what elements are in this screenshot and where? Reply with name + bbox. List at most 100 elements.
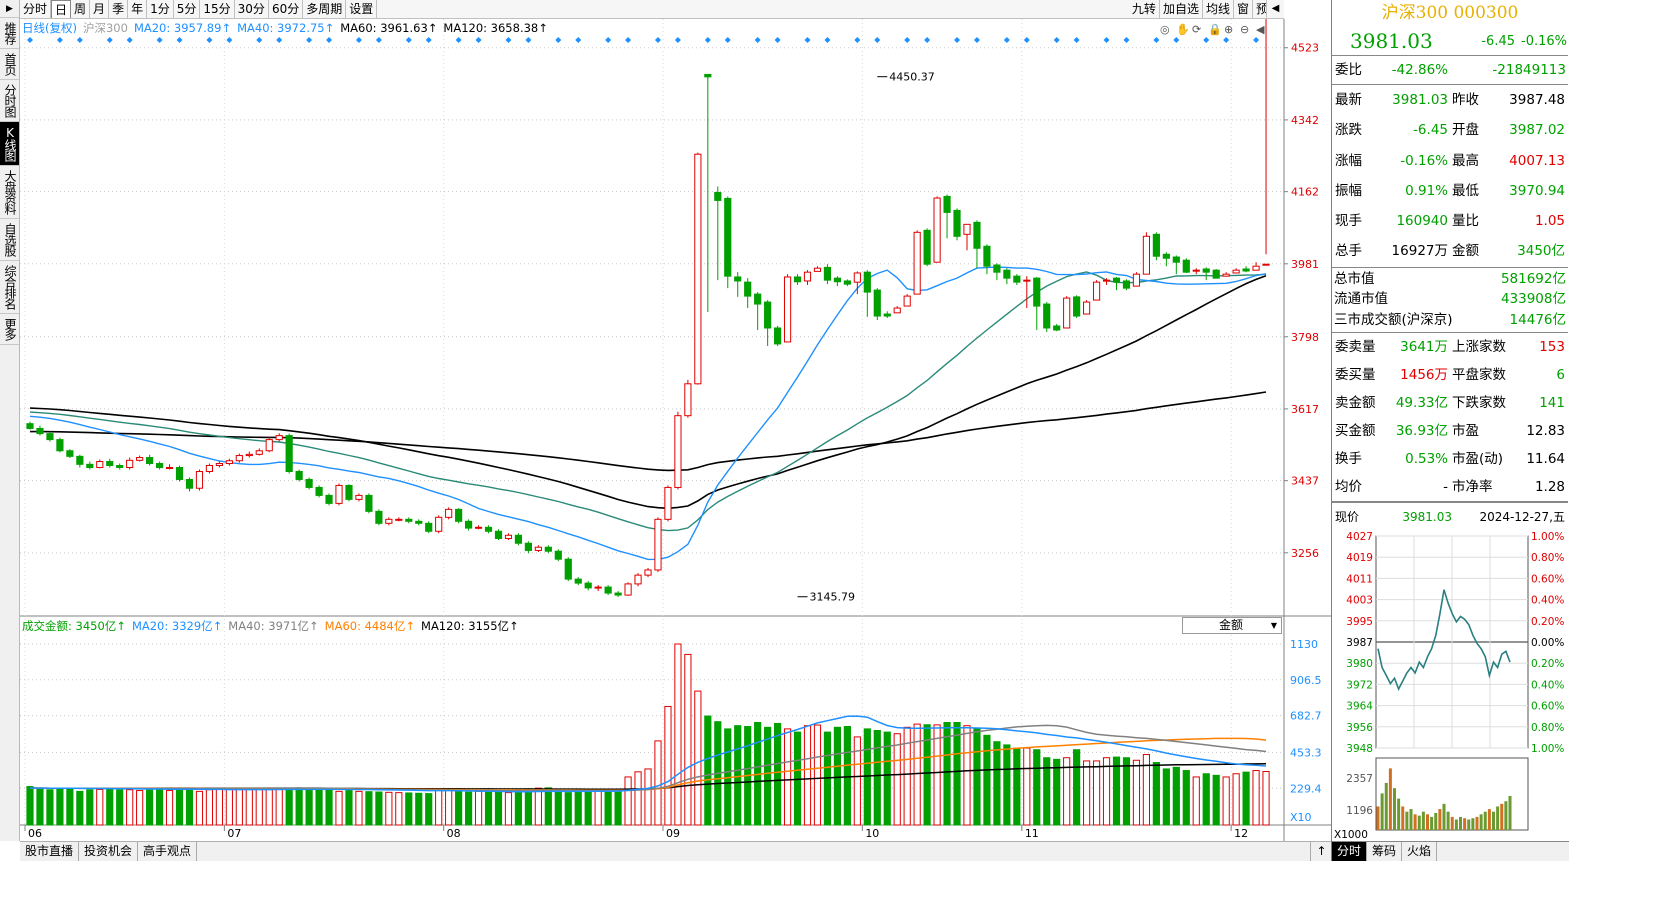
left-nav-item[interactable]: 分时图 bbox=[0, 80, 19, 122]
left-nav-item[interactable]: 推荐 bbox=[0, 18, 19, 49]
candle[interactable] bbox=[106, 458, 114, 468]
candle[interactable] bbox=[1092, 280, 1101, 301]
candle[interactable] bbox=[933, 196, 941, 263]
volume-bar[interactable] bbox=[1242, 771, 1250, 826]
toolbar-right-button[interactable]: 加自选 bbox=[1160, 0, 1203, 18]
volume-bar[interactable] bbox=[534, 787, 542, 826]
left-nav-item[interactable]: 大盘资料 bbox=[0, 166, 19, 219]
candle[interactable] bbox=[893, 306, 901, 314]
candle[interactable] bbox=[1212, 268, 1220, 279]
volume-bar[interactable] bbox=[524, 788, 532, 826]
volume-bar[interactable] bbox=[335, 790, 343, 826]
volume-selector[interactable]: 金额 ▼ bbox=[1182, 617, 1282, 634]
volume-bar[interactable] bbox=[215, 788, 223, 826]
refresh-icon[interactable]: ⟳ bbox=[1192, 23, 1201, 36]
candle[interactable] bbox=[295, 469, 303, 482]
candle[interactable] bbox=[325, 493, 333, 506]
volume-bar[interactable] bbox=[544, 787, 552, 826]
volume-bar[interactable] bbox=[614, 790, 622, 826]
candle[interactable] bbox=[56, 437, 64, 453]
volume-bar[interactable] bbox=[883, 731, 891, 826]
volume-bar[interactable] bbox=[46, 789, 54, 826]
hand-icon[interactable]: ✋ bbox=[1176, 23, 1190, 36]
candle[interactable] bbox=[66, 449, 74, 458]
volume-bar[interactable] bbox=[245, 787, 253, 826]
volume-bar[interactable] bbox=[1142, 754, 1151, 826]
volume-bar[interactable] bbox=[863, 728, 871, 826]
candle[interactable] bbox=[754, 292, 762, 330]
candle[interactable] bbox=[36, 425, 44, 436]
volume-bar[interactable] bbox=[624, 776, 632, 826]
volume-bar[interactable] bbox=[1053, 758, 1061, 826]
candle[interactable] bbox=[923, 228, 931, 267]
volume-bar[interactable] bbox=[56, 788, 64, 826]
candle[interactable] bbox=[185, 477, 194, 492]
candle[interactable] bbox=[375, 509, 383, 526]
candle[interactable] bbox=[524, 541, 532, 554]
volume-bar[interactable] bbox=[265, 788, 273, 826]
candle[interactable] bbox=[225, 458, 233, 466]
volume-bar[interactable] bbox=[993, 741, 1001, 826]
volume-bar[interactable] bbox=[1152, 762, 1160, 826]
candle[interactable] bbox=[604, 585, 612, 596]
candle[interactable] bbox=[783, 274, 792, 343]
period-tab[interactable]: 年 bbox=[128, 0, 148, 18]
candle[interactable] bbox=[155, 461, 164, 470]
candle[interactable] bbox=[624, 582, 632, 596]
candle[interactable] bbox=[315, 485, 323, 498]
mini-tab[interactable]: 筹码 bbox=[1367, 842, 1403, 861]
volume-bar[interactable] bbox=[554, 791, 562, 826]
candle[interactable] bbox=[285, 433, 293, 474]
volume-bar[interactable] bbox=[803, 725, 812, 826]
volume-bar[interactable] bbox=[116, 789, 124, 826]
volume-bar[interactable] bbox=[1043, 757, 1051, 826]
candle[interactable] bbox=[245, 451, 253, 458]
toolbar-right-button[interactable]: 窗 bbox=[1234, 0, 1253, 18]
period-tab[interactable]: 5分 bbox=[174, 0, 201, 18]
volume-bar[interactable] bbox=[305, 788, 313, 826]
volume-bar[interactable] bbox=[325, 789, 333, 826]
left-nav-item[interactable]: 综合排名 bbox=[0, 261, 19, 314]
volume-bar[interactable] bbox=[684, 653, 692, 826]
volume-bar[interactable] bbox=[415, 792, 423, 826]
candle[interactable] bbox=[175, 465, 184, 482]
volume-bar[interactable] bbox=[664, 705, 672, 826]
volume-bar[interactable] bbox=[963, 725, 971, 826]
candle[interactable] bbox=[146, 454, 154, 466]
candle[interactable] bbox=[943, 194, 951, 239]
candle[interactable] bbox=[813, 266, 822, 272]
volume-bar[interactable] bbox=[893, 733, 901, 826]
volume-bar[interactable] bbox=[425, 793, 433, 826]
volume-bar[interactable] bbox=[385, 791, 393, 826]
volume-bar[interactable] bbox=[96, 788, 104, 826]
bottom-tab[interactable]: 高手观点 bbox=[138, 842, 198, 861]
candle[interactable] bbox=[385, 517, 393, 526]
candle[interactable] bbox=[445, 507, 453, 520]
candle[interactable] bbox=[305, 477, 313, 490]
candle[interactable] bbox=[435, 515, 443, 534]
candle[interactable] bbox=[694, 152, 702, 385]
volume-bar[interactable] bbox=[764, 726, 772, 826]
period-tab[interactable]: 月 bbox=[90, 0, 110, 18]
intraday-mini-chart[interactable]: 4027 1.00% 4019 0.80% 4011 0.60% 4003 0.40% 3995… bbox=[1332, 530, 1569, 841]
candle[interactable] bbox=[883, 311, 891, 319]
candle[interactable] bbox=[554, 549, 562, 562]
candle[interactable] bbox=[514, 533, 523, 546]
candle[interactable] bbox=[265, 436, 273, 453]
candle[interactable] bbox=[494, 529, 503, 541]
volume-bar[interactable] bbox=[913, 723, 921, 826]
candle[interactable] bbox=[355, 493, 363, 502]
candle[interactable] bbox=[1013, 274, 1021, 285]
volume-bar[interactable] bbox=[644, 768, 652, 826]
volume-bar[interactable] bbox=[1112, 756, 1121, 826]
volume-bar[interactable] bbox=[1182, 770, 1190, 826]
left-nav-item[interactable]: 首页 bbox=[0, 49, 19, 80]
volume-bar[interactable] bbox=[1003, 744, 1011, 826]
volume-bar[interactable] bbox=[126, 789, 134, 826]
volume-bar[interactable] bbox=[146, 789, 154, 826]
candle[interactable] bbox=[544, 545, 552, 554]
candle[interactable] bbox=[1083, 300, 1091, 315]
volume-bar[interactable] bbox=[1132, 759, 1141, 826]
candle[interactable] bbox=[913, 230, 921, 295]
period-tab[interactable]: 15分 bbox=[200, 0, 235, 18]
